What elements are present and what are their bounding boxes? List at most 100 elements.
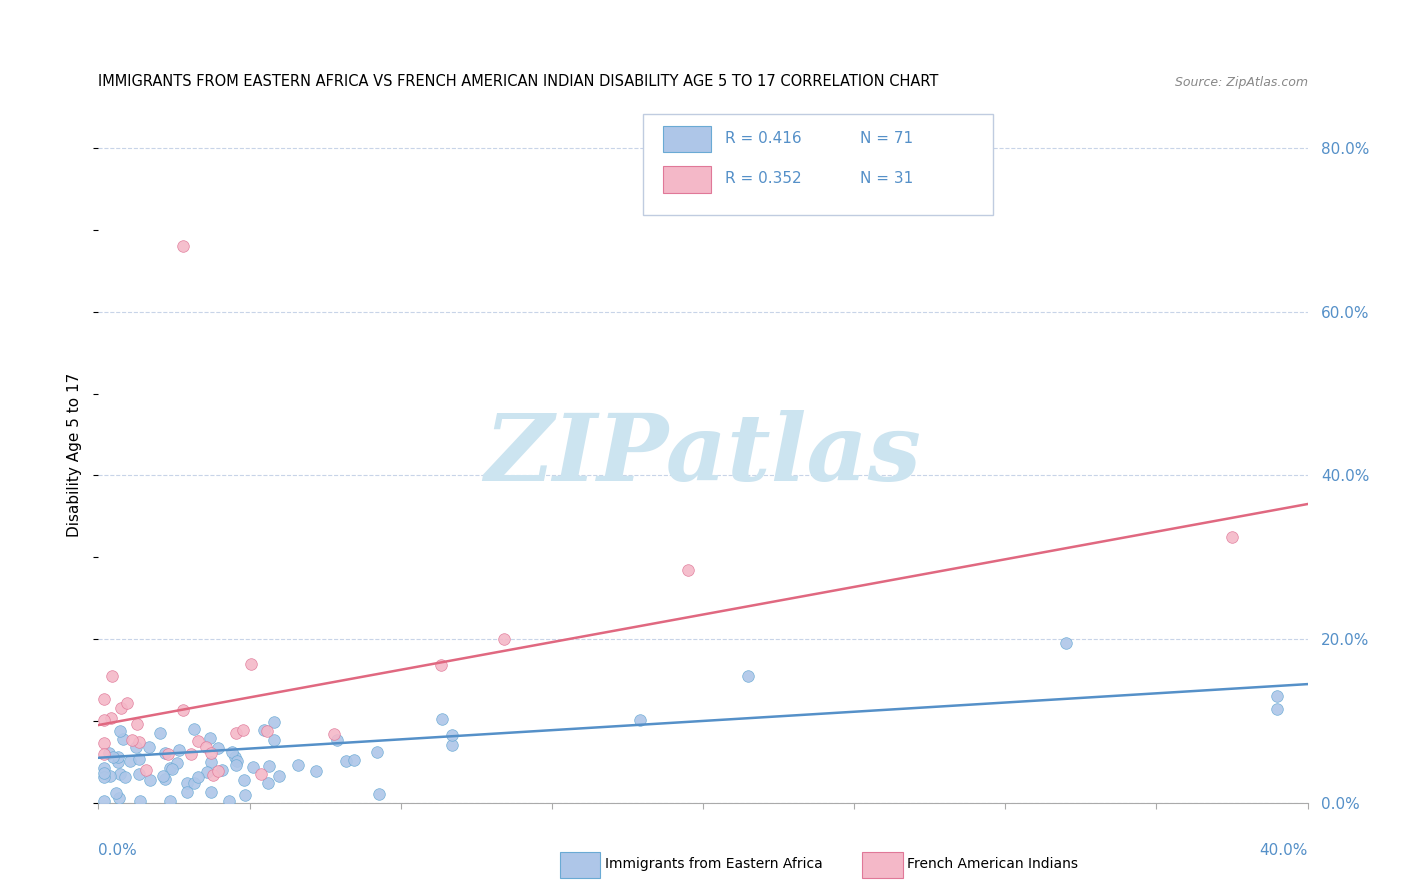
Text: 0.0%: 0.0%	[98, 843, 138, 858]
Point	[93, 761, 115, 775]
Text: ZIPatlas: ZIPatlas	[485, 410, 921, 500]
Bar	[664, 126, 711, 153]
Point	[1054, 636, 1077, 650]
Point	[128, 752, 150, 766]
Bar	[664, 166, 711, 193]
Point	[110, 701, 132, 715]
Point	[249, 766, 271, 780]
Point	[98, 746, 121, 760]
Point	[110, 724, 132, 739]
Point	[200, 756, 222, 770]
Point	[128, 734, 150, 748]
Point	[492, 632, 515, 646]
Point	[232, 723, 254, 738]
Point	[218, 794, 240, 808]
Point	[305, 764, 328, 779]
Point	[125, 740, 148, 755]
Point	[200, 747, 222, 761]
Point	[93, 770, 115, 784]
Point	[93, 747, 115, 761]
Point	[138, 740, 160, 755]
Point	[201, 767, 224, 781]
Point	[233, 772, 256, 787]
Point	[440, 738, 463, 752]
Text: R = 0.352: R = 0.352	[724, 171, 801, 186]
Point	[172, 703, 194, 717]
Point	[149, 726, 172, 740]
Point	[138, 772, 160, 787]
Point	[253, 723, 276, 737]
Point	[194, 740, 217, 755]
Point	[225, 726, 247, 740]
Point	[263, 733, 285, 747]
Point	[343, 753, 366, 767]
Text: Source: ZipAtlas.com: Source: ZipAtlas.com	[1174, 76, 1308, 89]
Point	[180, 747, 202, 762]
Point	[167, 743, 190, 757]
Point	[267, 769, 290, 783]
Text: N = 71: N = 71	[860, 131, 914, 146]
FancyBboxPatch shape	[643, 114, 993, 215]
Point	[160, 763, 183, 777]
Point	[93, 766, 115, 780]
Point	[101, 750, 124, 764]
Point	[114, 770, 136, 784]
Point	[183, 776, 205, 790]
Point	[115, 696, 138, 710]
Point	[200, 731, 222, 746]
Point	[176, 785, 198, 799]
Point	[172, 239, 194, 253]
Point	[183, 723, 205, 737]
Text: 40.0%: 40.0%	[1260, 843, 1308, 858]
Point	[323, 727, 346, 741]
Point	[429, 657, 451, 672]
Point	[93, 713, 115, 727]
Point	[225, 754, 247, 768]
Point	[224, 749, 246, 764]
Point	[111, 731, 134, 746]
Point	[153, 747, 176, 761]
Point	[1267, 690, 1289, 704]
Point	[135, 763, 157, 777]
Point	[166, 756, 188, 770]
Text: IMMIGRANTS FROM EASTERN AFRICA VS FRENCH AMERICAN INDIAN DISABILITY AGE 5 TO 17 : IMMIGRANTS FROM EASTERN AFRICA VS FRENCH…	[98, 74, 939, 89]
Point	[157, 747, 180, 761]
Point	[107, 756, 129, 770]
Text: Immigrants from Eastern Africa: Immigrants from Eastern Africa	[605, 857, 823, 871]
Point	[366, 745, 388, 759]
Point	[676, 562, 699, 576]
Point	[187, 733, 209, 747]
Point	[207, 740, 229, 755]
Point	[98, 769, 121, 783]
Point	[225, 757, 247, 772]
Point	[195, 764, 218, 779]
Y-axis label: Disability Age 5 to 17: Disability Age 5 to 17	[67, 373, 83, 537]
Point	[121, 733, 143, 747]
Point	[107, 750, 129, 764]
Point	[108, 790, 131, 805]
Text: French American Indians: French American Indians	[907, 857, 1078, 871]
Point	[187, 771, 209, 785]
Point	[221, 745, 243, 759]
Point	[120, 755, 142, 769]
Point	[93, 794, 115, 808]
Point	[159, 761, 181, 775]
Point	[1220, 530, 1243, 544]
Point	[104, 785, 127, 799]
Point	[368, 787, 391, 801]
Point	[93, 736, 115, 750]
Point	[737, 669, 759, 683]
Point	[287, 758, 309, 772]
Point	[176, 776, 198, 790]
Point	[152, 769, 174, 783]
Point	[242, 760, 264, 774]
Point	[432, 712, 454, 726]
Point	[263, 715, 285, 730]
Text: N = 31: N = 31	[860, 171, 914, 186]
Point	[108, 767, 131, 781]
Text: R = 0.416: R = 0.416	[724, 131, 801, 146]
Point	[159, 794, 181, 808]
Point	[233, 789, 256, 803]
Point	[93, 692, 115, 706]
Point	[100, 711, 122, 725]
